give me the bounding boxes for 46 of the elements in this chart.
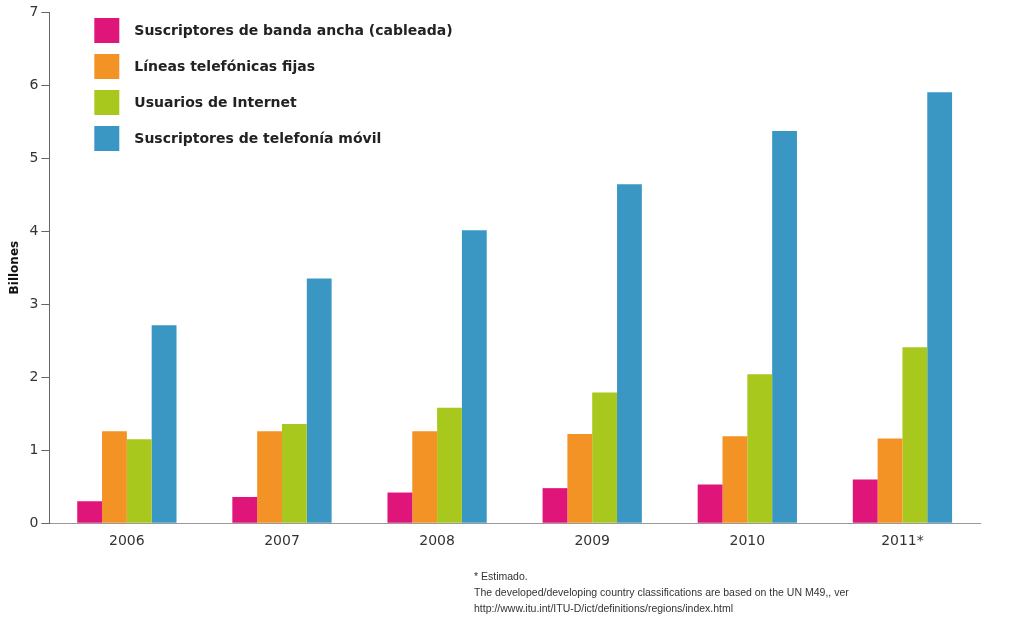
y-tick-label: 6 — [29, 75, 39, 92]
y-tick-label: 4 — [29, 221, 39, 238]
bar — [281, 423, 307, 523]
bar — [461, 230, 487, 523]
bar — [412, 431, 438, 523]
bar — [542, 488, 568, 523]
bar — [102, 431, 127, 523]
text: The developed/developing country classifications are based on the UN M49,, ver — [474, 585, 849, 600]
bar — [126, 439, 152, 523]
y-axis-title: Billones — [7, 240, 22, 295]
y-tick-label: 2 — [29, 367, 39, 384]
legend-label: Suscriptores de telefonía móvil — [134, 129, 382, 146]
bar — [697, 484, 723, 523]
x-tick-label: 2009 — [574, 532, 611, 549]
bar — [902, 347, 928, 523]
bar — [772, 131, 797, 523]
bar — [232, 496, 258, 523]
text: * Estimado. — [474, 569, 529, 584]
bar — [877, 438, 903, 523]
bar — [852, 479, 878, 523]
y-tick-label: 5 — [29, 148, 39, 165]
bar — [306, 278, 332, 523]
bar — [722, 436, 748, 523]
x-tick-label: 2007 — [264, 532, 300, 549]
bar — [77, 501, 103, 523]
x-tick-label: 2011* — [881, 532, 924, 549]
y-tick-label: 3 — [29, 294, 39, 311]
bar — [592, 392, 618, 523]
legend-label: Usuarios de Internet — [134, 93, 298, 110]
bar — [437, 407, 462, 523]
bar — [617, 184, 642, 523]
bar — [927, 92, 953, 523]
legend-label: Suscriptores de banda ancha (cableada) — [134, 21, 453, 38]
x-tick-label: 2008 — [419, 532, 455, 549]
bar — [567, 434, 593, 523]
bar — [151, 325, 177, 523]
bar — [747, 374, 773, 523]
bar — [257, 431, 282, 523]
x-tick-label: 2006 — [109, 532, 145, 549]
y-tick-label: 7 — [29, 2, 39, 19]
x-tick-label: 2010 — [729, 532, 766, 549]
text: http://www.itu.int/ITU-D/ict/definitions/regions/index.html — [474, 601, 735, 616]
y-tick-label: 0 — [29, 513, 39, 530]
legend-label: Líneas telefónicas fijas — [134, 57, 316, 74]
y-tick-label: 1 — [29, 440, 39, 457]
bar — [387, 492, 413, 523]
